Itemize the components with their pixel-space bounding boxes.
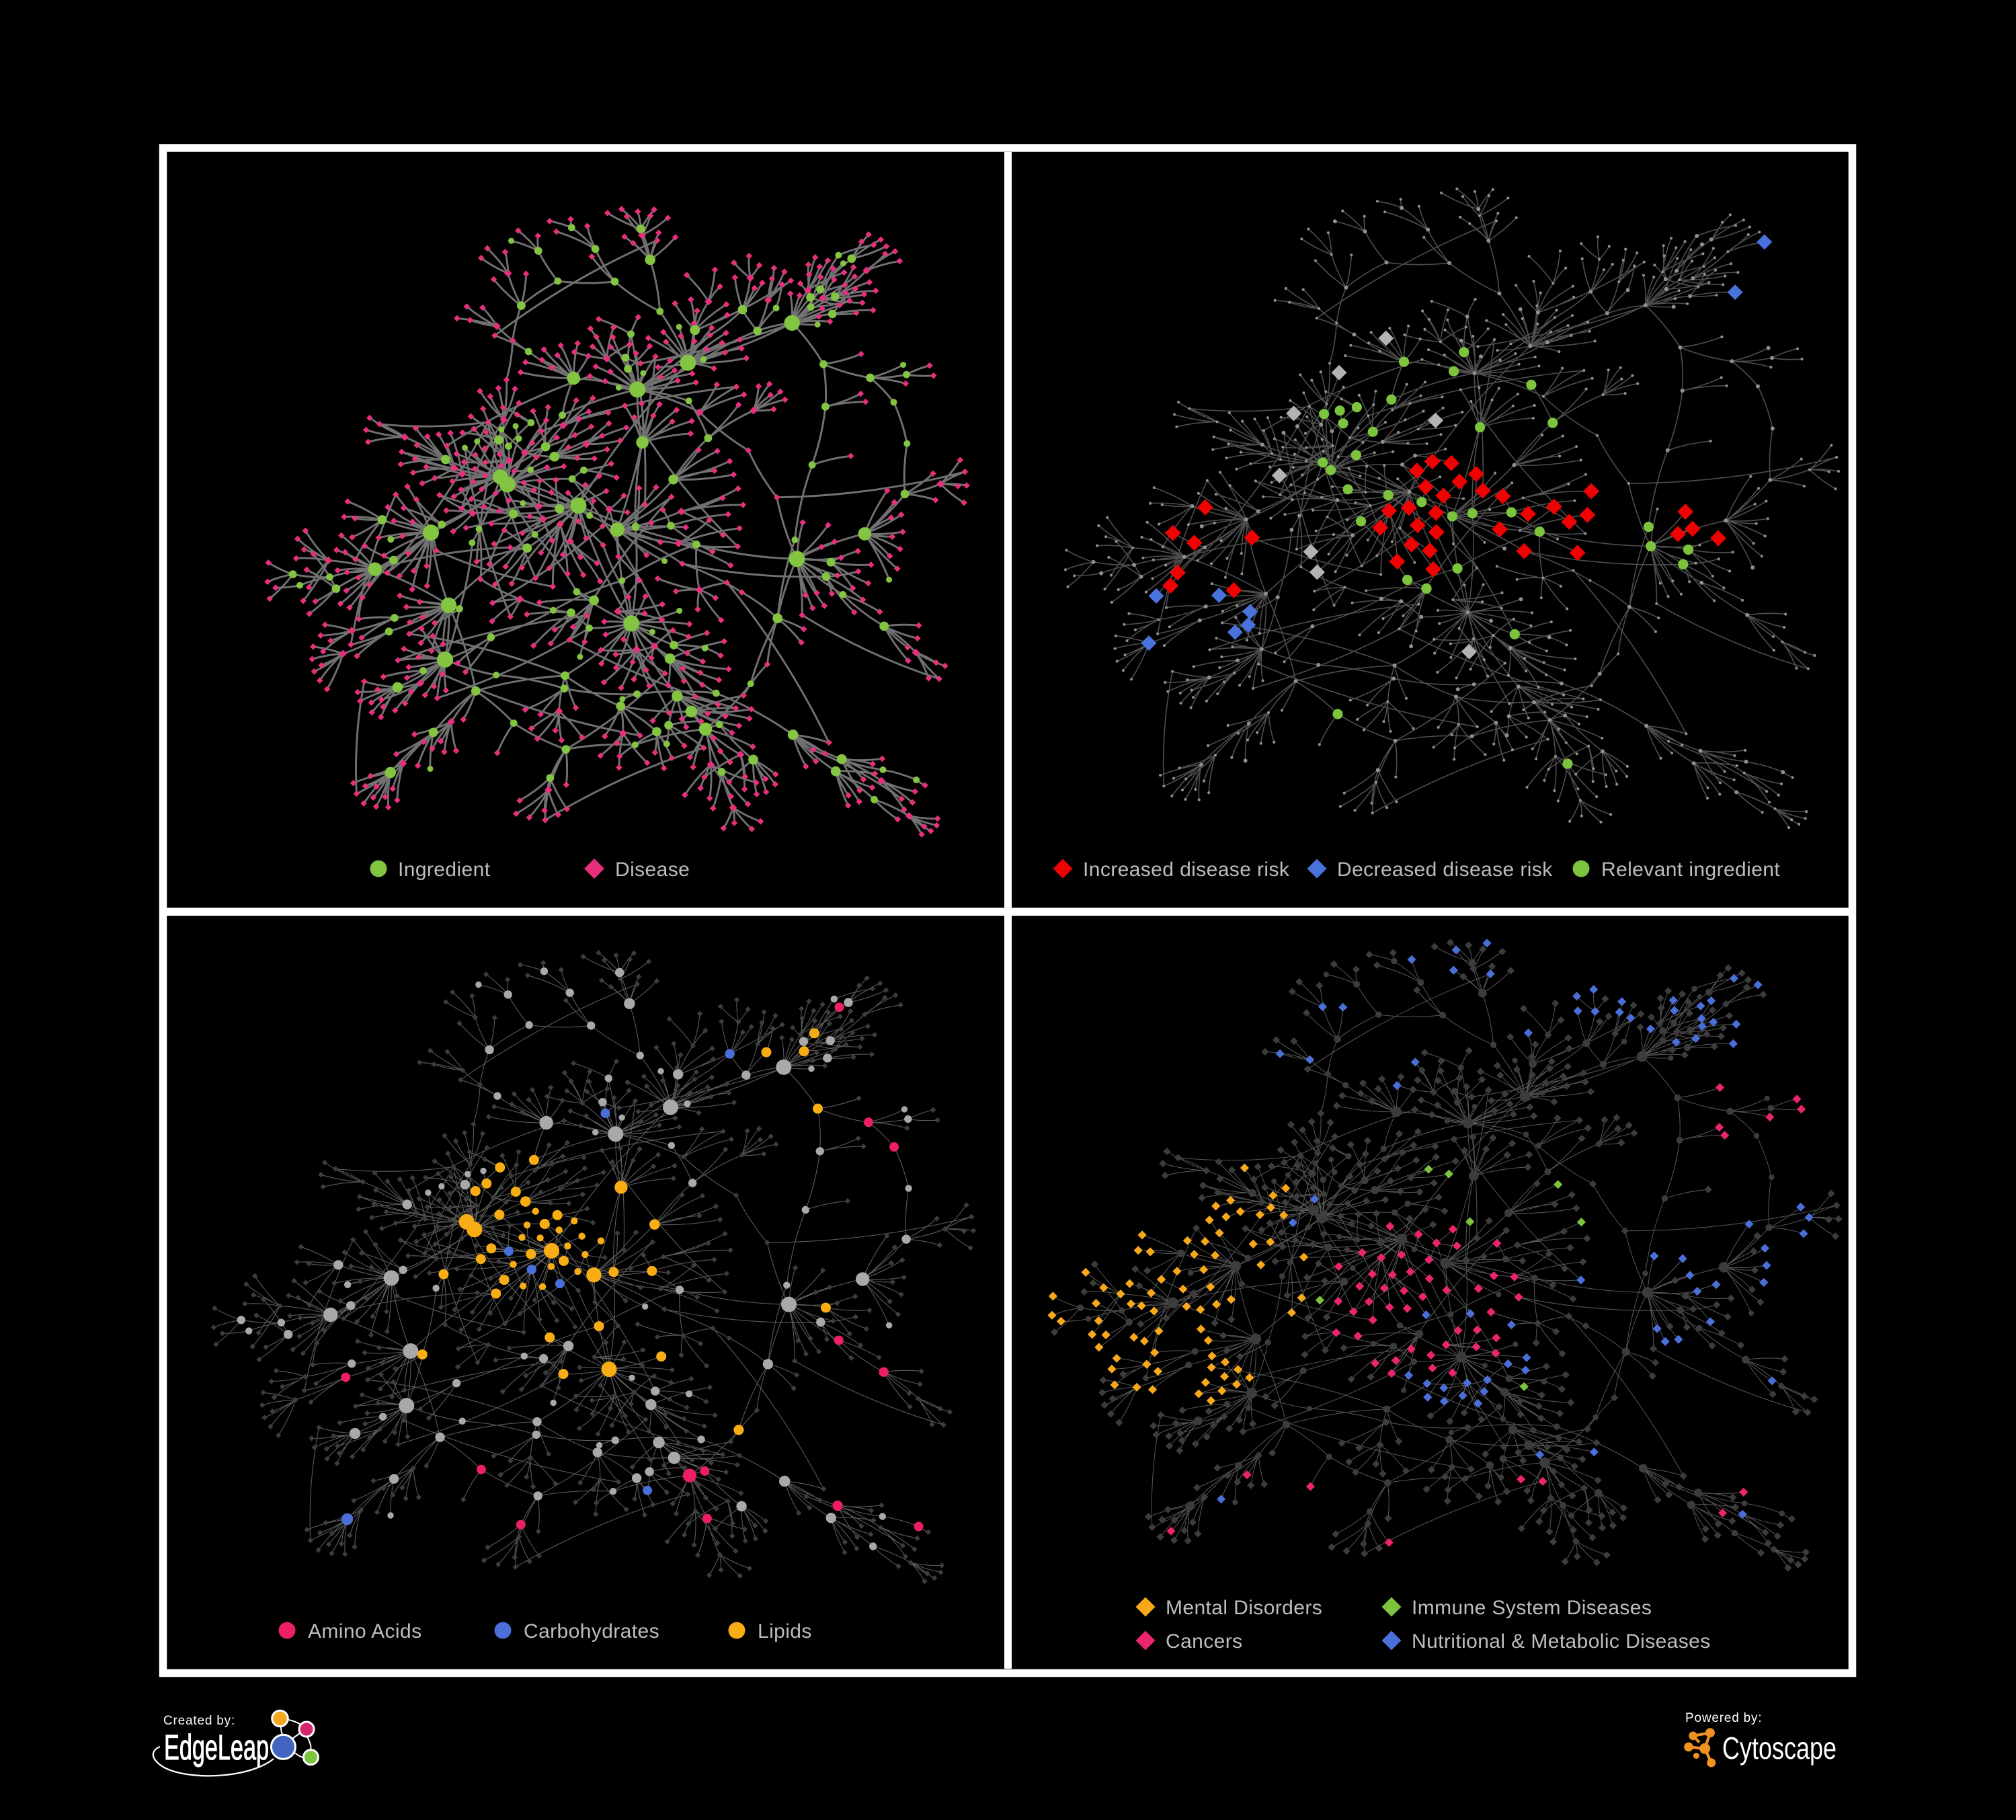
svg-text:Amino Acids: Amino Acids [308,1620,421,1643]
svg-text:Created by:: Created by: [163,1714,235,1728]
svg-text:Cytoscape: Cytoscape [1722,1731,1837,1766]
svg-text:Mental Disorders: Mental Disorders [1166,1597,1322,1619]
svg-text:Decreased disease risk: Decreased disease risk [1337,859,1553,881]
svg-text:Immune System Diseases: Immune System Diseases [1412,1597,1652,1619]
svg-text:Cancers: Cancers [1166,1630,1243,1653]
svg-text:EdgeLeap: EdgeLeap [164,1728,269,1768]
svg-text:Ingredient: Ingredient [398,859,491,881]
svg-text:Increased disease risk: Increased disease risk [1083,859,1290,881]
svg-text:Disease: Disease [615,859,690,881]
svg-text:Lipids: Lipids [758,1620,812,1643]
svg-text:Relevant ingredient: Relevant ingredient [1601,859,1780,881]
svg-text:Carbohydrates: Carbohydrates [524,1620,659,1643]
svg-text:Nutritional & Metabolic Diseas: Nutritional & Metabolic Diseases [1412,1630,1711,1653]
svg-text:Powered by:: Powered by: [1685,1711,1762,1725]
